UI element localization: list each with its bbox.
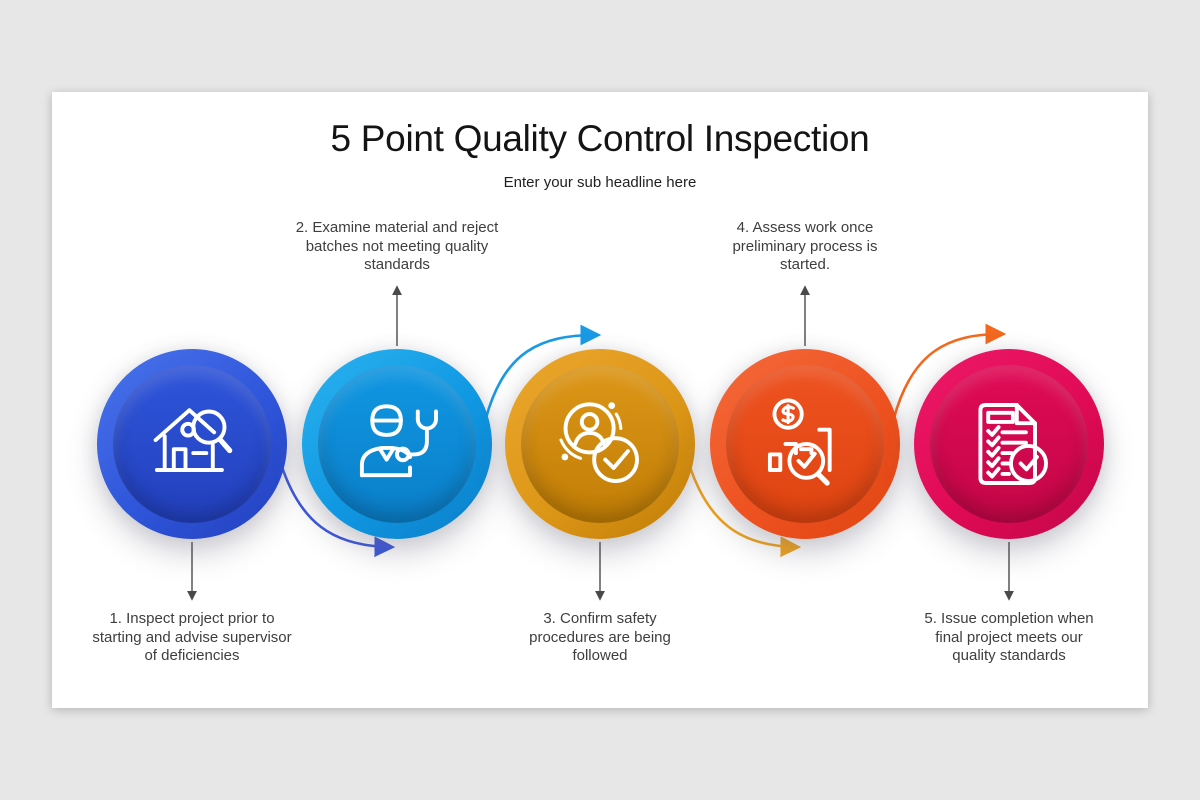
checklist-check-icon bbox=[978, 403, 1048, 485]
step-2-circle bbox=[302, 349, 492, 539]
step-1-label: 1. Inspect project prior to starting and… bbox=[92, 610, 292, 664]
page-title: 5 Point Quality Control Inspection bbox=[330, 118, 870, 159]
house-magnifier-icon bbox=[153, 408, 233, 472]
step-3-label: 3. Confirm safety procedures are being f… bbox=[529, 610, 671, 664]
step-5-circle bbox=[914, 349, 1104, 539]
step-4-label: 4. Assess work once preliminary process … bbox=[732, 219, 878, 273]
doctor-stethoscope-icon bbox=[359, 404, 438, 478]
person-check-icon bbox=[559, 402, 639, 483]
step-4-circle bbox=[710, 349, 900, 539]
step-2-label: 2. Examine material and reject batches n… bbox=[295, 219, 499, 273]
finance-analysis-icon bbox=[767, 398, 832, 486]
step-5-label: 5. Issue completion when final project m… bbox=[924, 610, 1094, 664]
step-3-circle bbox=[505, 349, 695, 539]
page-subtitle: Enter your sub headline here bbox=[503, 174, 697, 191]
step-1-circle bbox=[97, 349, 287, 539]
